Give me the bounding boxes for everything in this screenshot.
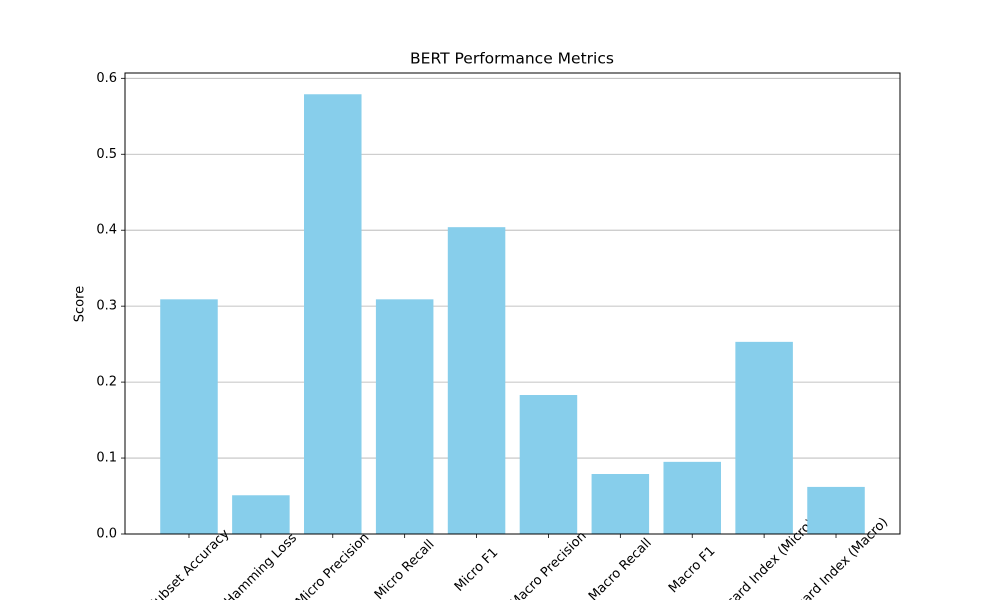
bar <box>807 486 865 534</box>
x-tick-label: Macro Precision <box>507 529 589 600</box>
bar <box>519 395 578 534</box>
bar <box>232 495 290 534</box>
bar <box>304 94 362 535</box>
y-tick-label: 0.1 <box>96 451 117 466</box>
plot-frame <box>124 72 901 535</box>
bar <box>447 227 506 535</box>
y-tick-label: 0.6 <box>96 71 117 86</box>
x-tick-label: Micro Recall <box>372 537 438 600</box>
bar <box>735 341 793 534</box>
y-tick-label: 0.4 <box>96 223 117 238</box>
x-tick-label: Macro F1 <box>666 544 718 596</box>
chart-title: BERT Performance Metrics <box>410 50 614 68</box>
y-tick-label: 0.0 <box>96 527 117 542</box>
x-tick-label: Hamming Loss <box>222 531 301 600</box>
x-tick-label: Micro Precision <box>293 530 372 600</box>
y-axis-label: Score <box>73 286 88 322</box>
y-tick-label: 0.2 <box>96 375 117 390</box>
bar <box>591 474 650 534</box>
y-tick-label: 0.3 <box>96 299 117 314</box>
bar <box>160 299 218 534</box>
x-tick-label: Micro F1 <box>452 545 501 594</box>
x-tick-label: Macro Recall <box>586 536 655 600</box>
bar <box>663 461 721 534</box>
bar <box>375 299 434 534</box>
y-tick-label: 0.5 <box>96 147 117 162</box>
